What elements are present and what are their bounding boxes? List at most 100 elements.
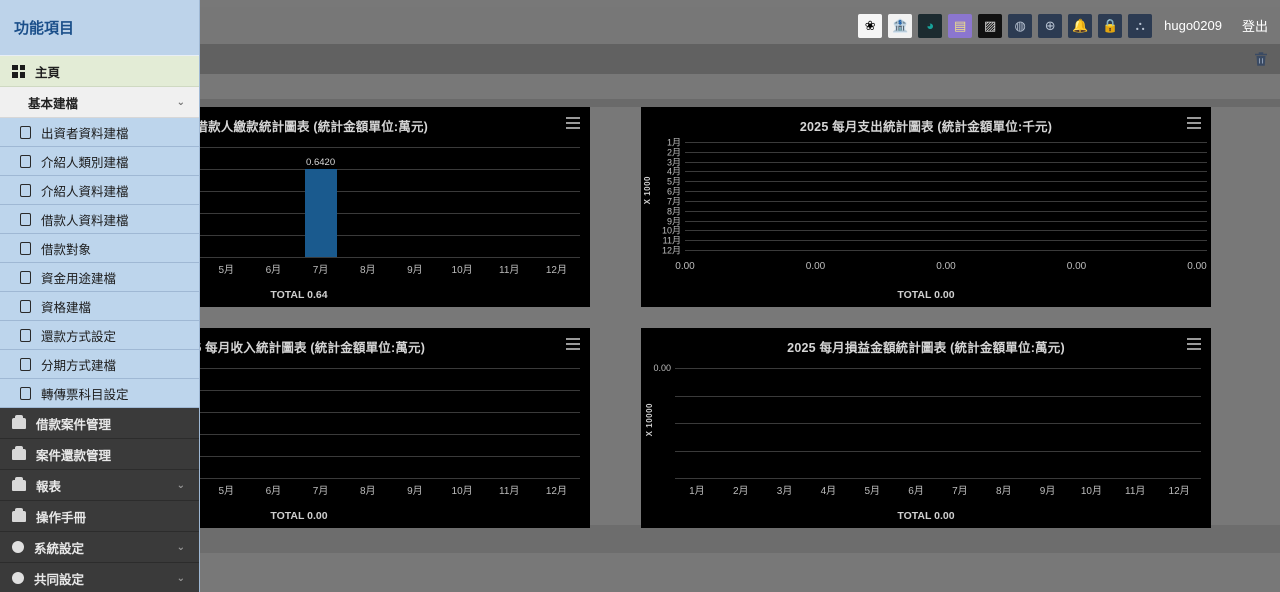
chart-x-tick: 9月 — [407, 265, 423, 276]
sidebar-subitem-9[interactable]: 轉傳票科目設定 — [0, 379, 199, 408]
sidebar-subitem-7[interactable]: 還款方式設定 — [0, 321, 199, 350]
photo-contact-icon[interactable]: ▨ — [978, 13, 1003, 38]
chart-y-tick: 7月 — [666, 196, 681, 207]
bell-notification-icon[interactable]: 🔔 — [1068, 13, 1093, 38]
chart-gridline — [685, 230, 1207, 231]
document-icon — [20, 328, 31, 342]
chart-x-tick: 11月 — [1125, 486, 1146, 497]
sidebar-subitem-6[interactable]: 資格建檔 — [0, 292, 199, 321]
sidebar-subitem-1[interactable]: 介紹人類別建檔 — [0, 147, 199, 176]
gear-icon — [12, 572, 24, 584]
content-band-divider — [0, 99, 1280, 107]
chart-bar — [304, 168, 337, 257]
sidebar-subitem-label: 資金用途建檔 — [41, 271, 117, 286]
chart-x-tick: 0.00 — [936, 261, 956, 272]
content-band-lower — [0, 525, 1280, 553]
chart-x-tick: 7月 — [312, 265, 329, 276]
sidebar-subitem-5[interactable]: 資金用途建檔 — [0, 263, 199, 292]
chart-title: 2025 每月支出統計圖表 (統計金額單位:千元) — [799, 120, 1053, 134]
sidebar-subitem-8[interactable]: 分期方式建檔 — [0, 350, 199, 379]
chart-gridline — [14, 390, 580, 391]
sidebar-item-5[interactable]: 共同設定 ⌄ — [0, 563, 199, 592]
sidebar-item-4[interactable]: 系統設定 ⌄ — [0, 532, 199, 563]
chart-gridline — [675, 395, 1201, 397]
sidebar-item-3[interactable]: 操作手冊 — [0, 501, 199, 532]
chart-y-tick: 1月 — [666, 137, 681, 148]
document-icon — [20, 154, 31, 168]
sidebar-group-basic-setup[interactable]: 基本建檔 ⌄ — [0, 87, 199, 118]
chart-menu-icon[interactable] — [1187, 338, 1201, 353]
bank-logo-icon[interactable]: 🏦 — [888, 13, 913, 38]
chart-menu-icon[interactable] — [566, 338, 580, 353]
content-band-upper — [0, 74, 1280, 99]
chart-x-tick: 8月 — [359, 486, 376, 497]
chart-gridline — [685, 250, 1207, 251]
palette-icon[interactable]: ◍ — [1008, 13, 1033, 38]
sidebar-subitem-label: 還款方式設定 — [41, 329, 117, 344]
chart-title: 2025 每月收入統計圖表 (統計金額單位:萬元) — [172, 341, 426, 355]
sidebar-item-2[interactable]: 報表 ⌄ — [0, 470, 199, 501]
chart-menu-icon[interactable] — [566, 117, 580, 132]
sidebar-group-label: 基本建檔 — [28, 96, 79, 111]
document-icon — [20, 241, 31, 255]
globe-icon[interactable]: ⊕ — [1038, 13, 1063, 38]
chart-x-tick: 7月 — [952, 486, 968, 497]
chart-total-label: TOTAL 0.00 — [897, 510, 955, 522]
chart-y-tick: 10月 — [661, 225, 681, 236]
sidebar-subitem-label: 分期方式建檔 — [41, 358, 117, 373]
chart-gridline — [675, 450, 1201, 452]
chevron-down-icon: ⌄ — [176, 541, 185, 553]
chart-x-tick: 12月 — [545, 486, 567, 497]
content-band-footer — [0, 553, 1280, 592]
chart-bar-label: 0.6420 — [306, 156, 336, 168]
sidebar-item-0[interactable]: 借款案件管理 — [0, 408, 199, 439]
chevron-down-icon: ⌄ — [176, 479, 185, 491]
sidebar-item-label: 報表 — [36, 479, 62, 494]
chart-gridline — [14, 147, 580, 148]
chart-gridline — [685, 142, 1207, 143]
folder-icon — [12, 476, 26, 491]
chart-gridline — [685, 211, 1207, 212]
sidebar: 功能項目 主頁 基本建檔 ⌄ 出資者資料建檔 介紹人類別建檔 介紹人資料建檔 借款人資… — [0, 0, 200, 592]
trash-icon[interactable] — [1252, 50, 1270, 68]
chart-y-tick: 8月 — [666, 206, 681, 217]
chart-y-axis-title: X 1000 — [643, 175, 652, 205]
chevron-down-icon: ⌄ — [176, 572, 185, 584]
chart-x-tick: 9月 — [407, 486, 423, 497]
chart-x-tick: 10月 — [1080, 486, 1102, 497]
document-icon — [20, 357, 31, 371]
sidebar-subitem-3[interactable]: 借款人資料建檔 — [0, 205, 199, 234]
chart-x-tick: 9月 — [1039, 486, 1056, 497]
clock-icon[interactable]: ◕ — [918, 13, 943, 38]
sitemap-icon[interactable]: ⛬ — [1128, 13, 1153, 38]
scroll-document-icon[interactable]: ▤ — [948, 13, 973, 38]
chart-menu-icon[interactable] — [1187, 117, 1201, 132]
sidebar-main-menu: 借款案件管理 案件還款管理 報表 ⌄ 操作手冊 系統設定 ⌄ 共同設定 ⌄ — [0, 408, 199, 592]
sidebar-subitem-4[interactable]: 借款對象 — [0, 234, 199, 263]
sidebar-subitem-0[interactable]: 出資者資料建檔 — [0, 118, 199, 147]
sidebar-item-label: 主頁 — [35, 65, 61, 80]
sidebar-subitem-2[interactable]: 介紹人資料建檔 — [0, 176, 199, 205]
lock-icon[interactable]: 🔒 — [1098, 13, 1123, 38]
chart-x-tick: 11月 — [499, 486, 520, 497]
sidebar-item-label: 案件還款管理 — [36, 448, 112, 463]
document-icon — [20, 386, 31, 400]
sidebar-item-home[interactable]: 主頁 — [0, 56, 199, 87]
flower-logo-icon[interactable]: ❀ — [858, 13, 883, 38]
chart-x-tick: 6月 — [908, 486, 924, 497]
sidebar-item-1[interactable]: 案件還款管理 — [0, 439, 199, 470]
logout-button[interactable]: 登出 — [1241, 19, 1268, 34]
chart-x-tick: 8月 — [359, 265, 376, 276]
chart-card-monthly-expense: 2025 每月支出統計圖表 (統計金額單位:千元) 1月 2月 3月 4月 5月 6月 7月… — [641, 107, 1211, 307]
folder-icon — [12, 507, 26, 522]
sidebar-item-label: 借款案件管理 — [36, 417, 112, 432]
chart-x-tick: 5月 — [218, 265, 235, 276]
chart-y-tick: 0.00 — [653, 363, 671, 373]
chart-x-tick: 10月 — [451, 265, 473, 276]
chart-gridline — [685, 240, 1207, 241]
chart-gridline — [14, 235, 580, 236]
document-icon — [20, 299, 31, 313]
chart-gridline — [685, 181, 1207, 182]
chart-x-tick: 0.00 — [675, 261, 695, 272]
